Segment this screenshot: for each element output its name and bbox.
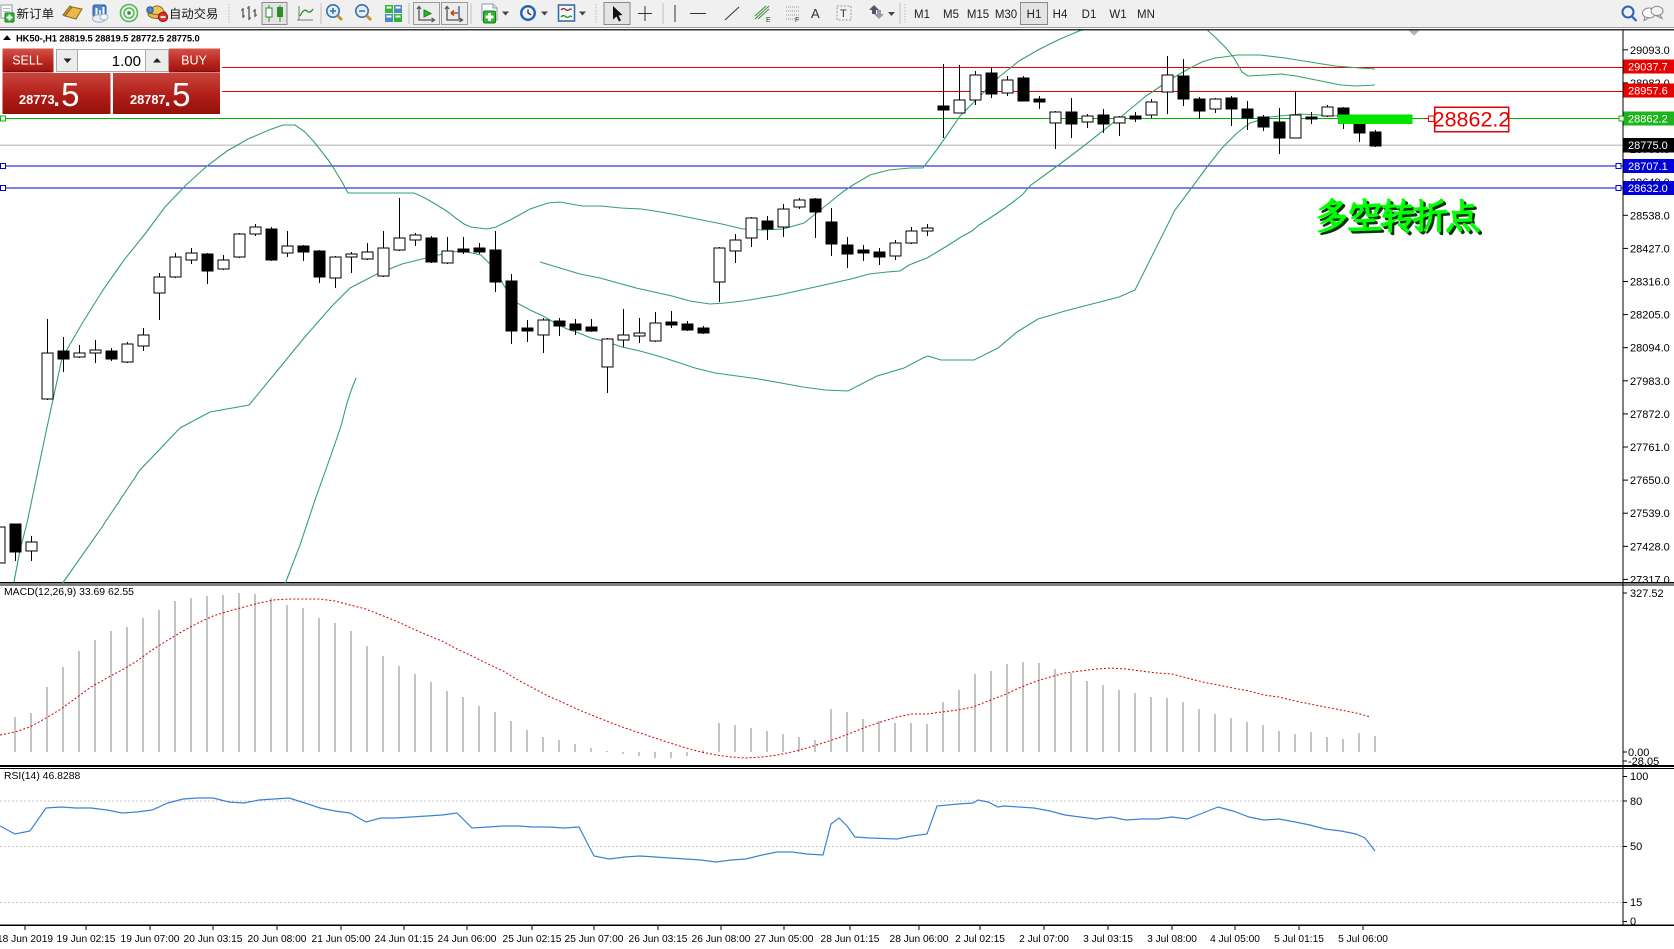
svg-text:3 Jul 03:15: 3 Jul 03:15 [1083, 934, 1133, 945]
svg-text:27872.0: 27872.0 [1630, 409, 1670, 421]
svg-text:0: 0 [1630, 916, 1636, 928]
svg-text:80: 80 [1630, 796, 1642, 808]
svg-text:100: 100 [1630, 771, 1648, 783]
svg-text:2 Jul 07:00: 2 Jul 07:00 [1019, 934, 1069, 945]
svg-text:28205.0: 28205.0 [1630, 310, 1670, 322]
svg-text:HK50-,H1 28819.5 28819.5 2877: HK50-,H1 28819.5 28819.5 28772.5 28775.0 [16, 33, 200, 44]
svg-text:327.52: 327.52 [1630, 588, 1664, 600]
svg-text:24 Jun 06:00: 24 Jun 06:00 [438, 934, 497, 945]
svg-text:M30: M30 [995, 9, 1017, 21]
svg-text:E: E [766, 17, 771, 24]
svg-text:H1: H1 [1027, 9, 1042, 21]
svg-text:25 Jun 07:00: 25 Jun 07:00 [565, 934, 624, 945]
svg-text:28707.1: 28707.1 [1628, 161, 1668, 173]
svg-text:28862.2: 28862.2 [1628, 114, 1668, 126]
svg-text:5 Jul 01:15: 5 Jul 01:15 [1274, 934, 1324, 945]
svg-text:20 Jun 08:00: 20 Jun 08:00 [248, 934, 307, 945]
svg-text:BUY: BUY [181, 54, 207, 68]
svg-text:27539.0: 27539.0 [1630, 508, 1670, 520]
svg-text:.5: .5 [52, 76, 80, 113]
svg-text:T: T [840, 8, 847, 20]
svg-text:28 Jun 06:00: 28 Jun 06:00 [890, 934, 949, 945]
svg-text:RSI(14) 46.8288: RSI(14) 46.8288 [4, 771, 80, 782]
svg-text:MN: MN [1137, 9, 1155, 21]
svg-text:27 Jun 05:00: 27 Jun 05:00 [755, 934, 814, 945]
svg-text:27428.0: 27428.0 [1630, 541, 1670, 553]
svg-text:28632.0: 28632.0 [1628, 183, 1668, 195]
svg-text:1.00: 1.00 [112, 53, 141, 70]
svg-text:28787: 28787 [130, 92, 166, 107]
svg-text:29037.7: 29037.7 [1628, 62, 1668, 74]
svg-text:20 Jun 03:15: 20 Jun 03:15 [184, 934, 243, 945]
svg-text:28 Jun 01:15: 28 Jun 01:15 [821, 934, 880, 945]
svg-text:4 Jul 05:00: 4 Jul 05:00 [1210, 934, 1260, 945]
svg-text:26 Jun 08:00: 26 Jun 08:00 [692, 934, 751, 945]
svg-text:28957.6: 28957.6 [1628, 86, 1668, 98]
svg-text:24 Jun 01:15: 24 Jun 01:15 [375, 934, 434, 945]
svg-text:50: 50 [1630, 841, 1642, 853]
svg-text:27983.0: 27983.0 [1630, 376, 1670, 388]
svg-text:W1: W1 [1109, 9, 1126, 21]
svg-text:26 Jun 03:15: 26 Jun 03:15 [629, 934, 688, 945]
svg-text:A: A [811, 6, 820, 21]
svg-text:28094.0: 28094.0 [1630, 343, 1670, 355]
svg-text:-28.05: -28.05 [1628, 756, 1659, 768]
svg-text:M15: M15 [967, 9, 989, 21]
svg-text:M5: M5 [943, 9, 959, 21]
svg-text:27761.0: 27761.0 [1630, 442, 1670, 454]
svg-text:19 Jun 07:00: 19 Jun 07:00 [121, 934, 180, 945]
svg-text:27317.0: 27317.0 [1630, 574, 1670, 586]
svg-text:28316.0: 28316.0 [1630, 277, 1670, 289]
svg-text:5 Jul 06:00: 5 Jul 06:00 [1338, 934, 1388, 945]
svg-text:H4: H4 [1053, 9, 1068, 21]
svg-text:28775.0: 28775.0 [1628, 140, 1668, 152]
svg-text:3 Jul 08:00: 3 Jul 08:00 [1147, 934, 1197, 945]
svg-text:27650.0: 27650.0 [1630, 475, 1670, 487]
svg-text:28538.0: 28538.0 [1630, 210, 1670, 222]
svg-text:28773: 28773 [19, 92, 55, 107]
svg-text:.5: .5 [163, 76, 191, 113]
svg-text:21 Jun 05:00: 21 Jun 05:00 [312, 934, 371, 945]
svg-text:2 Jul 02:15: 2 Jul 02:15 [955, 934, 1005, 945]
svg-text:25 Jun 02:15: 25 Jun 02:15 [503, 934, 562, 945]
svg-text:D1: D1 [1082, 9, 1097, 21]
svg-text:SELL: SELL [12, 54, 43, 68]
svg-text:18 Jun 2019: 18 Jun 2019 [0, 934, 53, 945]
svg-text:M1: M1 [914, 9, 930, 21]
svg-text:19 Jun 02:15: 19 Jun 02:15 [57, 934, 116, 945]
svg-text:28427.0: 28427.0 [1630, 243, 1670, 255]
svg-text:F: F [795, 17, 799, 24]
svg-text:28862.2: 28862.2 [1433, 108, 1511, 132]
svg-text:MACD(12,26,9) 33.69 62.55: MACD(12,26,9) 33.69 62.55 [4, 587, 134, 598]
svg-text:0.00: 0.00 [1628, 747, 1649, 759]
svg-text:29093.0: 29093.0 [1630, 45, 1670, 57]
svg-text:15: 15 [1630, 897, 1642, 909]
